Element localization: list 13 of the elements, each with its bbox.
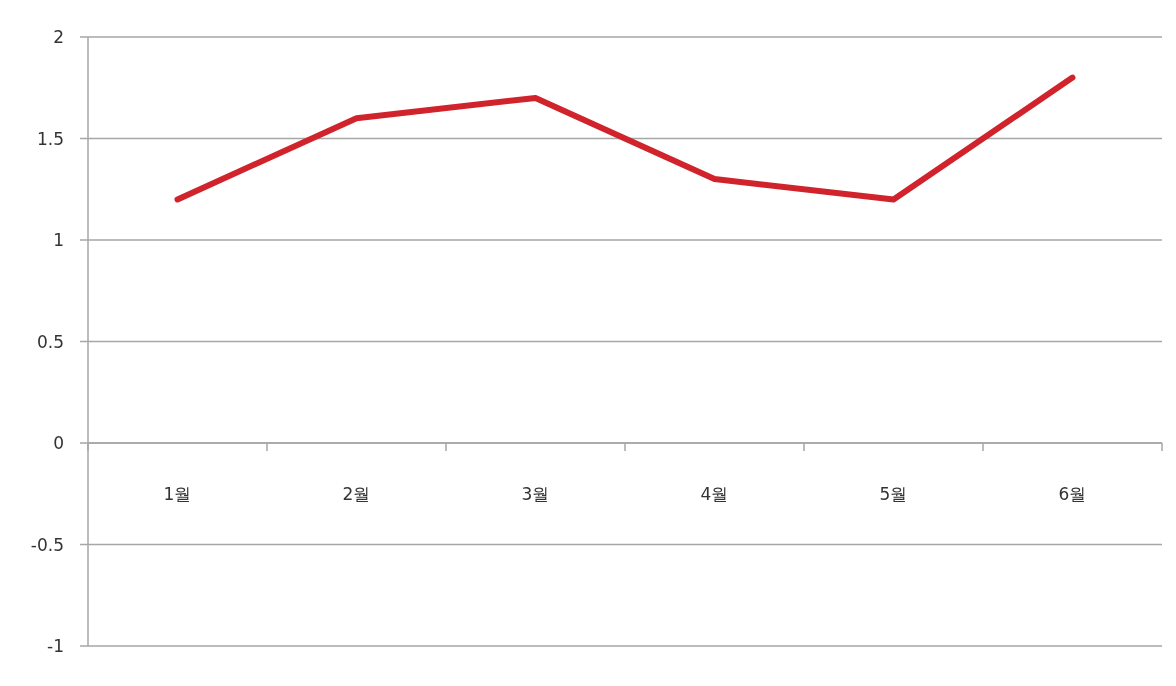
y-tick-label: -0.5 (30, 534, 64, 555)
y-tick-label: 1 (53, 230, 64, 250)
y-tick-label: 1.5 (36, 128, 64, 149)
y-tick-label: 0 (53, 433, 64, 453)
x-tick-label: 4월 (700, 484, 729, 504)
x-tick-label: 1월 (163, 484, 192, 504)
x-tick-label: 6월 (1058, 484, 1087, 504)
y-tick-label: 2 (53, 27, 64, 47)
x-tick-label: 2월 (342, 484, 371, 504)
y-tick-label: 0.5 (36, 331, 64, 352)
y-tick-label: -1 (47, 636, 64, 656)
x-tick-label: 5월 (879, 484, 908, 504)
x-tick-label: 3월 (521, 484, 550, 504)
